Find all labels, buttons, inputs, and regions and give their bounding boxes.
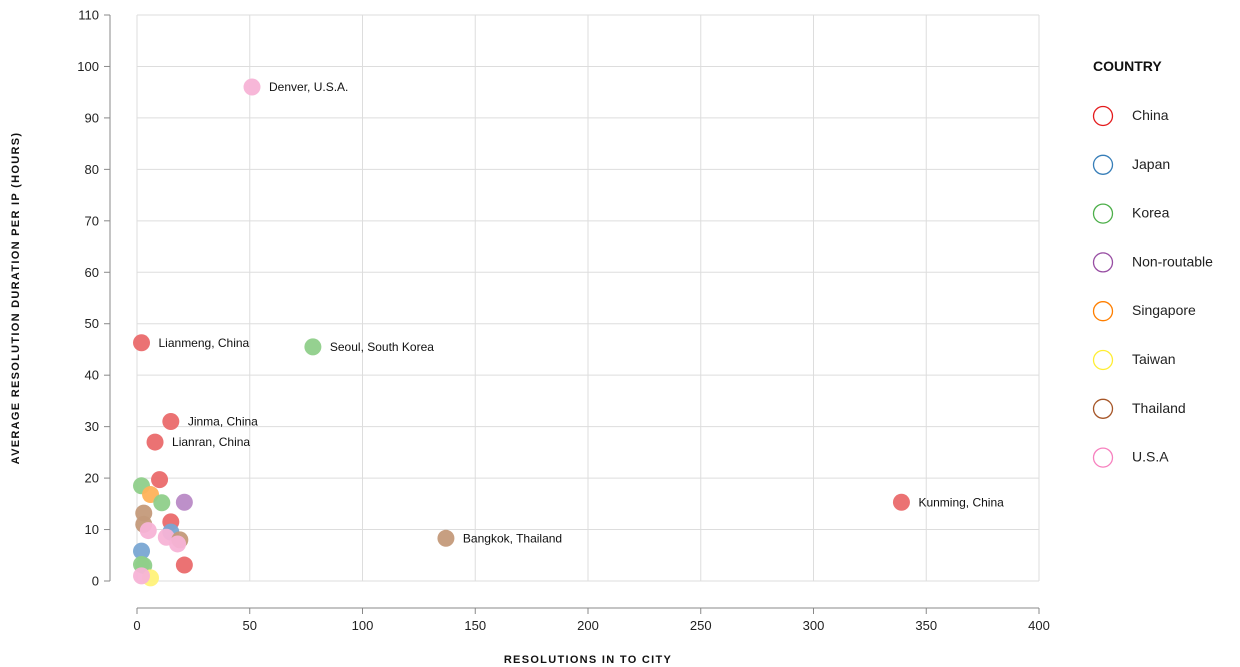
point-label: Kunming, China <box>918 495 1004 509</box>
y-tick-label: 30 <box>85 419 99 434</box>
data-points <box>133 78 910 587</box>
x-tick-label: 150 <box>464 618 486 633</box>
point-labels: Denver, U.S.A. Lianmeng, China Seoul, Sout… <box>159 80 1005 545</box>
legend-label: Thailand <box>1132 400 1186 416</box>
data-point <box>146 433 164 451</box>
data-point <box>151 471 169 489</box>
y-axis-title: AVERAGE RESOLUTION DURATION PER IP (HOUR… <box>10 132 22 465</box>
x-tick-label: 100 <box>352 618 374 633</box>
legend-title: COUNTRY <box>1093 58 1162 74</box>
data-point <box>133 542 151 560</box>
point-label: Jinma, China <box>188 414 258 428</box>
y-tick-label: 0 <box>92 574 99 589</box>
y-tick-label: 90 <box>85 110 99 125</box>
grid <box>136 14 1040 582</box>
point-label: Lianmeng, China <box>159 336 250 350</box>
y-tick-label: 40 <box>85 368 99 383</box>
legend-label: Taiwan <box>1132 351 1176 367</box>
legend-swatch <box>1092 203 1114 224</box>
legend-label: Japan <box>1132 156 1170 172</box>
y-tick-label: 100 <box>77 59 99 74</box>
legend-swatch <box>1092 105 1114 127</box>
data-point <box>175 493 193 511</box>
data-point <box>175 556 193 574</box>
y-tick-label: 60 <box>85 265 99 280</box>
data-point <box>437 529 455 547</box>
x-tick-label: 0 <box>133 618 140 633</box>
y-tick-label: 80 <box>85 162 99 177</box>
x-axis-title: RESOLUTIONS IN TO CITY <box>504 654 672 666</box>
legend-swatch <box>1092 398 1114 419</box>
x-tick-label: 400 <box>1028 618 1050 633</box>
y-tick-label: 10 <box>85 522 99 537</box>
legend-swatch <box>1092 154 1114 175</box>
y-tick-label: 70 <box>85 213 99 228</box>
y-tick-label: 20 <box>85 471 99 486</box>
data-point <box>139 522 157 540</box>
data-point <box>162 412 180 430</box>
axes: 0 50 100 150 200 250 300 350 400 0 10 20 30 40 50 60 70 8… <box>77 8 1050 634</box>
data-point <box>304 338 322 356</box>
point-label: Denver, U.S.A. <box>269 80 348 94</box>
data-point <box>133 567 151 585</box>
legend-swatch <box>1092 447 1114 468</box>
point-label: Lianran, China <box>172 435 250 449</box>
legend-label: Singapore <box>1132 302 1196 318</box>
x-tick-label: 250 <box>690 618 712 633</box>
legend-label: U.S.A <box>1132 449 1169 465</box>
x-tick-label: 200 <box>577 618 599 633</box>
y-tick-label: 50 <box>85 316 99 331</box>
point-label: Bangkok, Thailand <box>463 531 562 545</box>
data-point <box>153 494 171 512</box>
legend-label: Non-routable <box>1132 253 1213 269</box>
data-point <box>892 493 910 511</box>
legend-label: Korea <box>1132 205 1170 221</box>
legend-swatch <box>1092 349 1114 371</box>
legend: COUNTRY China Japan Korea Non-routable Singa… <box>1092 58 1213 468</box>
legend-swatch <box>1092 252 1114 273</box>
data-point <box>133 334 151 352</box>
x-tick-label: 50 <box>243 618 257 633</box>
legend-swatch <box>1092 301 1114 322</box>
x-tick-label: 350 <box>915 618 937 633</box>
data-point <box>169 535 187 553</box>
legend-label: China <box>1132 107 1169 123</box>
point-label: Seoul, South Korea <box>330 340 434 354</box>
x-tick-label: 300 <box>803 618 825 633</box>
data-point <box>243 78 261 96</box>
y-tick-label: 110 <box>78 8 99 23</box>
